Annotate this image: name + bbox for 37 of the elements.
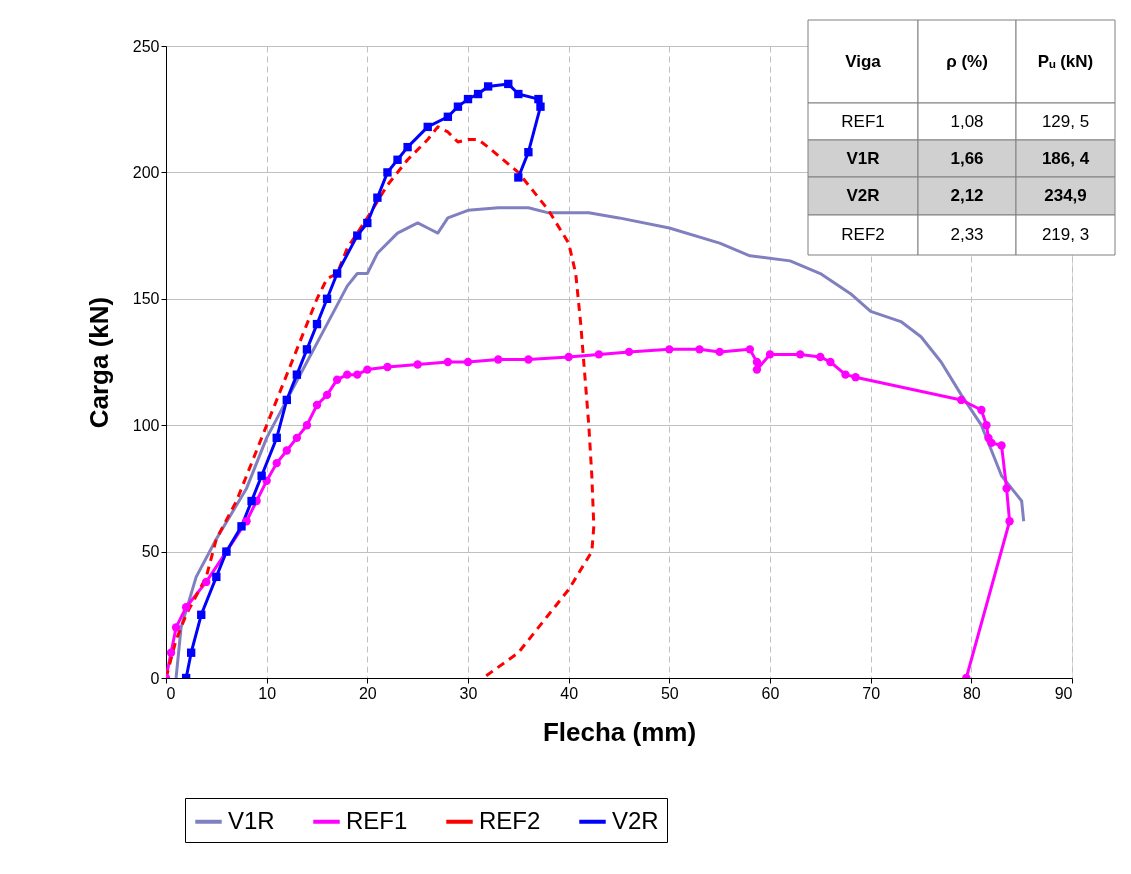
x-tick-label: 30: [459, 684, 478, 702]
x-tick-label: 60: [761, 684, 780, 702]
x-tick-label: 0: [166, 684, 176, 702]
x-tick-label: 20: [358, 684, 377, 702]
annotation: REF2: [841, 225, 885, 244]
x-tick-label: 80: [962, 684, 981, 702]
annotation: Pᵤ (kN): [1037, 51, 1094, 71]
annotation: 2,33: [950, 225, 984, 244]
annotation: V2R: [846, 186, 880, 205]
x-tick-label: 40: [560, 684, 579, 702]
y-axis-title: Carga (kN): [83, 296, 114, 429]
x-tick-label: 10: [258, 684, 277, 702]
y-tick-label: 0: [150, 669, 160, 687]
y-tick-label: 200: [132, 163, 160, 181]
annotation: 2,12: [950, 186, 984, 205]
annotation: 1,66: [950, 148, 984, 168]
x-axis-title: Flecha (mm): [542, 716, 697, 747]
annotation: 219, 3: [1041, 225, 1090, 244]
annotation: 129, 5: [1041, 111, 1090, 131]
annotation: V1R: [846, 148, 880, 168]
legend-label: REF1: [346, 806, 408, 834]
annotation: REF1: [841, 111, 885, 131]
x-tick-label: 70: [862, 684, 881, 702]
annotation: 1,08: [950, 111, 984, 131]
annotation: 234,9: [1044, 186, 1087, 205]
y-tick-label: 150: [132, 290, 160, 308]
legend-label: V2R: [612, 806, 659, 834]
x-tick-label: 50: [660, 684, 679, 702]
legend-label: V1R: [228, 806, 275, 834]
y-tick-label: 50: [141, 543, 160, 561]
x-tick-label: 90: [1054, 684, 1073, 702]
annotation: 186, 4: [1041, 148, 1090, 168]
legend-label: REF2: [479, 806, 541, 834]
annotation: ρ (%): [946, 51, 988, 71]
y-tick-label: 250: [132, 37, 160, 55]
annotation: Viga: [845, 51, 882, 71]
y-tick-label: 100: [132, 416, 160, 434]
